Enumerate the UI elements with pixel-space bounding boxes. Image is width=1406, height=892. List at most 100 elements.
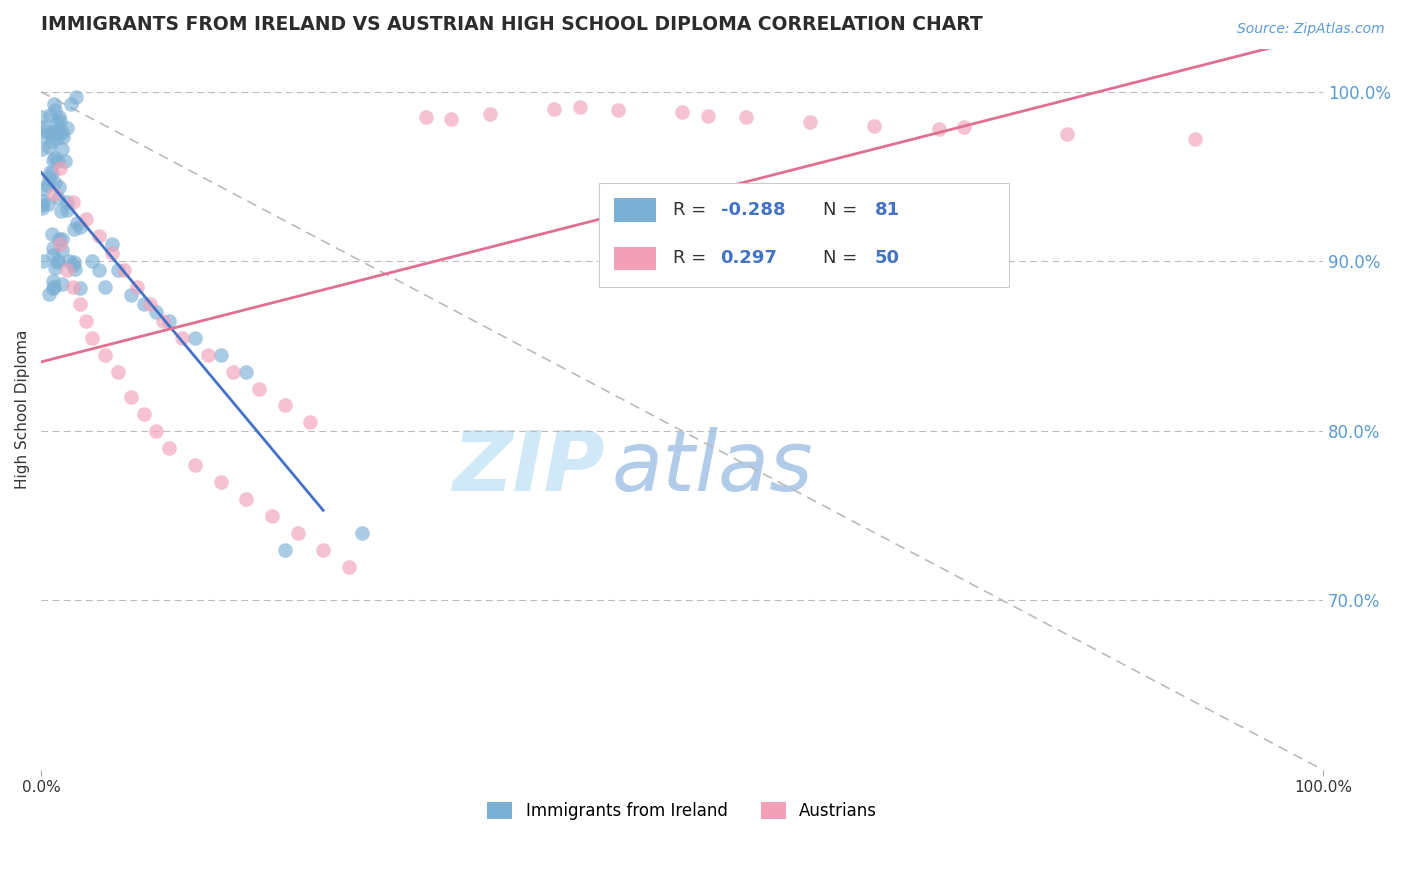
Point [41,134,63,148]
Point [273,399,295,413]
Point [45,130,67,145]
Point [863,119,886,133]
Point [52,130,75,145]
Point [799,115,821,129]
Point [82,331,104,345]
FancyBboxPatch shape [599,183,1010,287]
Point [107,263,129,277]
Point [38,164,60,178]
Point [337,559,360,574]
Text: IMMIGRANTS FROM IRELAND VS AUSTRIAN HIGH SCHOOL DIPLOMA CORRELATION CHART: IMMIGRANTS FROM IRELAND VS AUSTRIAN HIGH… [41,15,983,34]
Point [39,108,62,122]
Point [32,129,55,144]
Point [928,122,950,136]
Point [51,125,73,139]
Text: -0.288: -0.288 [721,201,785,219]
Point [100,246,122,260]
Point [127,280,149,294]
Point [38,140,60,154]
Bar [614,198,657,222]
Point [696,109,718,123]
Text: N =: N = [823,250,863,268]
Point [31,110,53,124]
Point [157,441,180,455]
Point [87,263,110,277]
Point [41,274,63,288]
Point [145,424,167,438]
Point [56,194,79,209]
Point [49,161,72,175]
Point [94,280,117,294]
Text: ZIP: ZIP [453,427,605,508]
Point [247,382,270,396]
Point [49,114,72,128]
Point [60,96,83,111]
Point [31,201,53,215]
Point [415,110,437,124]
Point [42,248,65,262]
Point [41,153,63,167]
Point [184,458,207,472]
Point [299,416,322,430]
Point [953,120,976,135]
Point [38,171,60,186]
Point [114,263,136,277]
Point [39,126,62,140]
Point [34,124,56,138]
Point [350,525,373,540]
Text: atlas: atlas [612,427,813,508]
Point [48,110,70,124]
Point [157,314,180,328]
Point [1184,132,1206,146]
Point [56,121,79,136]
Point [120,288,142,302]
Point [145,305,167,319]
Point [31,198,53,212]
Point [69,297,91,311]
Point [671,105,693,120]
Point [184,331,207,345]
Legend: Immigrants from Ireland, Austrians: Immigrants from Ireland, Austrians [481,795,884,827]
Point [38,286,60,301]
Point [273,542,295,557]
Point [82,254,104,268]
Point [62,280,84,294]
Point [62,194,84,209]
Point [56,202,79,217]
Text: R =: R = [673,250,713,268]
Point [48,126,70,140]
Point [42,241,65,255]
Point [46,154,69,169]
Point [42,280,65,294]
Point [58,254,80,268]
Point [235,491,257,506]
Point [568,100,591,114]
Point [152,314,174,328]
Point [172,331,194,345]
Point [260,508,283,523]
Point [94,348,117,362]
Point [44,261,66,276]
Point [75,212,97,227]
Point [49,203,72,218]
Point [31,194,53,208]
Point [63,262,86,277]
Point [87,229,110,244]
Point [735,110,758,124]
Point [53,154,76,169]
Point [51,243,73,257]
Point [51,277,73,291]
Text: N =: N = [823,201,863,219]
Point [46,192,69,206]
Y-axis label: High School Diploma: High School Diploma [15,330,30,490]
Point [49,237,72,252]
Point [45,254,67,268]
Point [222,365,245,379]
Point [51,142,73,156]
Text: Source: ZipAtlas.com: Source: ZipAtlas.com [1237,22,1385,37]
Point [41,227,63,242]
Point [69,281,91,295]
Text: 50: 50 [875,250,900,268]
Point [42,186,65,201]
Point [41,166,63,180]
